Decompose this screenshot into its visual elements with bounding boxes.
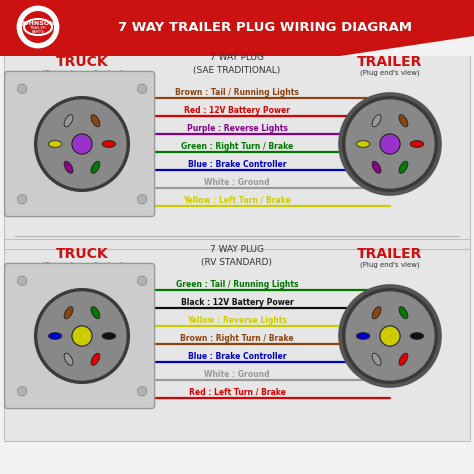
Circle shape	[22, 11, 54, 43]
Ellipse shape	[356, 141, 370, 147]
Text: (Plug end's view): (Plug end's view)	[360, 261, 420, 268]
Circle shape	[338, 92, 442, 196]
Ellipse shape	[64, 161, 73, 173]
Circle shape	[137, 386, 147, 396]
FancyBboxPatch shape	[5, 72, 155, 217]
Text: TRUCK: TRUCK	[55, 247, 109, 261]
Text: Blue : Brake Controller: Blue : Brake Controller	[188, 160, 286, 169]
Text: Brown : Tail / Running Lights: Brown : Tail / Running Lights	[175, 88, 299, 97]
Ellipse shape	[356, 333, 370, 339]
Text: PARTS: PARTS	[32, 30, 45, 34]
Ellipse shape	[399, 353, 408, 365]
Ellipse shape	[372, 161, 381, 173]
Ellipse shape	[48, 141, 62, 147]
Circle shape	[342, 288, 438, 384]
Text: Green : Right Turn / Brake: Green : Right Turn / Brake	[181, 142, 293, 151]
Ellipse shape	[64, 307, 73, 319]
Text: 7 WAY TRAILER PLUG WIRING DIAGRAM: 7 WAY TRAILER PLUG WIRING DIAGRAM	[118, 20, 412, 34]
Circle shape	[346, 100, 435, 189]
Text: TRAILER: TRAILER	[357, 247, 423, 261]
Polygon shape	[340, 36, 474, 56]
Ellipse shape	[91, 161, 100, 173]
Circle shape	[34, 288, 130, 384]
Circle shape	[380, 134, 400, 154]
Circle shape	[380, 326, 400, 346]
Text: TRAILER: TRAILER	[357, 55, 423, 69]
Text: Yellow : Reverse Lights: Yellow : Reverse Lights	[187, 316, 287, 325]
Ellipse shape	[91, 353, 100, 365]
Circle shape	[17, 276, 27, 286]
Text: JOHNSON: JOHNSON	[21, 20, 55, 26]
Circle shape	[37, 100, 127, 189]
Text: Yellow : Left Turn / Brake: Yellow : Left Turn / Brake	[183, 196, 291, 205]
Ellipse shape	[48, 333, 62, 339]
Circle shape	[346, 292, 435, 381]
Text: Black : 12V Battery Power: Black : 12V Battery Power	[181, 298, 293, 307]
Text: White : Ground: White : Ground	[204, 178, 270, 187]
Text: 7 WAY PLUG
(RV STANDARD): 7 WAY PLUG (RV STANDARD)	[201, 245, 273, 267]
Circle shape	[17, 386, 27, 396]
Circle shape	[72, 134, 92, 154]
Text: Red : Left Turn / Brake: Red : Left Turn / Brake	[189, 388, 285, 397]
Ellipse shape	[410, 141, 424, 147]
Ellipse shape	[399, 115, 408, 127]
Text: Blue : Brake Controller: Blue : Brake Controller	[188, 352, 286, 361]
Ellipse shape	[64, 353, 73, 365]
Bar	[4, 47, 470, 249]
Text: TRUCK: TRUCK	[55, 55, 109, 69]
FancyBboxPatch shape	[5, 264, 155, 409]
Ellipse shape	[399, 307, 408, 319]
Ellipse shape	[410, 333, 424, 339]
Ellipse shape	[91, 307, 100, 319]
Ellipse shape	[91, 115, 100, 127]
Circle shape	[17, 194, 27, 204]
Ellipse shape	[64, 115, 73, 127]
Ellipse shape	[372, 115, 381, 127]
Text: Purple : Reverse Lights: Purple : Reverse Lights	[187, 124, 287, 133]
Text: Red : 12V Battery Power: Red : 12V Battery Power	[184, 106, 290, 115]
Text: (Connector end's view): (Connector end's view)	[42, 261, 122, 268]
Text: TRAILER: TRAILER	[29, 26, 46, 30]
Circle shape	[137, 194, 147, 204]
Ellipse shape	[372, 307, 381, 319]
Text: (Connector end's view): (Connector end's view)	[42, 69, 122, 76]
Circle shape	[137, 84, 147, 93]
Ellipse shape	[102, 141, 116, 147]
Text: 7 WAY PLUG
(SAE TRADITIONAL): 7 WAY PLUG (SAE TRADITIONAL)	[193, 53, 281, 75]
Circle shape	[342, 96, 438, 192]
Ellipse shape	[399, 161, 408, 173]
Text: White : Ground: White : Ground	[204, 370, 270, 379]
Ellipse shape	[372, 353, 381, 365]
Text: (Plug end's view): (Plug end's view)	[360, 69, 420, 76]
Bar	[4, 239, 470, 441]
Bar	[0, 0, 474, 56]
Circle shape	[37, 292, 127, 381]
Ellipse shape	[102, 333, 116, 339]
Bar	[4, 239, 470, 441]
Circle shape	[72, 326, 92, 346]
Circle shape	[34, 96, 130, 192]
Circle shape	[17, 84, 27, 93]
Text: Green : Tail / Running Lights: Green : Tail / Running Lights	[176, 280, 298, 289]
Circle shape	[18, 7, 58, 47]
Text: Brown : Right Turn / Brake: Brown : Right Turn / Brake	[180, 334, 294, 343]
Bar	[4, 47, 470, 249]
Circle shape	[137, 276, 147, 286]
Circle shape	[338, 284, 442, 388]
